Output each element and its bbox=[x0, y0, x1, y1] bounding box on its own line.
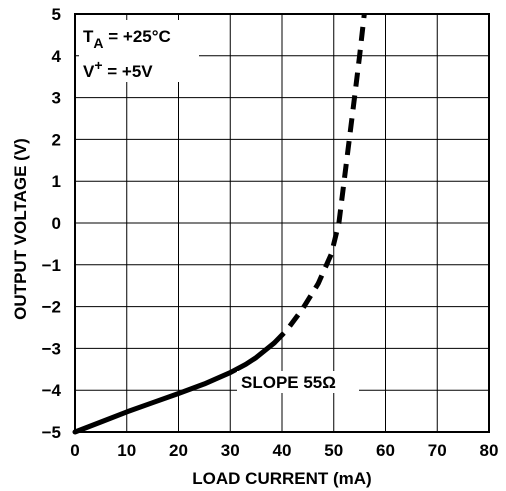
x-tick-label: 70 bbox=[428, 441, 447, 460]
y-tick-label: −4 bbox=[42, 381, 62, 400]
y-tick-label: 2 bbox=[52, 130, 61, 149]
x-tick-label: 60 bbox=[376, 441, 395, 460]
y-tick-label: 0 bbox=[52, 214, 61, 233]
x-tick-labels: 0 10 20 30 40 50 60 70 80 bbox=[70, 441, 498, 460]
y-tick-label: −1 bbox=[42, 256, 61, 275]
grid bbox=[75, 14, 489, 432]
y-tick-label: 4 bbox=[52, 47, 62, 66]
y-tick-label: 3 bbox=[52, 89, 61, 108]
annotation-background-slope bbox=[237, 371, 359, 393]
y-axis-label: OUTPUT VOLTAGE (V) bbox=[11, 138, 30, 320]
series-line-dashed bbox=[272, 13, 367, 345]
y-tick-label: 5 bbox=[52, 5, 61, 24]
y-tick-label: −3 bbox=[42, 339, 61, 358]
series-group bbox=[72, 13, 367, 435]
annotation-temperature-subscript: A bbox=[93, 35, 103, 51]
x-tick-label: 10 bbox=[117, 441, 136, 460]
x-tick-label: 30 bbox=[221, 441, 240, 460]
series-line-solid bbox=[72, 340, 277, 435]
x-tick-label: 20 bbox=[169, 441, 188, 460]
x-tick-label: 50 bbox=[324, 441, 343, 460]
y-tick-label: −5 bbox=[42, 423, 61, 442]
annotation-supply-voltage: V+ = +5V bbox=[83, 57, 153, 81]
annotation-voltage-symbol: V bbox=[83, 62, 95, 81]
annotation-temperature-value: = +25°C bbox=[104, 27, 171, 46]
x-axis-label: LOAD CURRENT (mA) bbox=[192, 469, 371, 488]
annotation-voltage-value: = +5V bbox=[103, 62, 154, 81]
x-tick-label: 40 bbox=[273, 441, 292, 460]
plot-frame bbox=[74, 13, 490, 433]
annotation-temperature-symbol: T bbox=[83, 27, 94, 46]
annotation-slope: SLOPE 55Ω bbox=[241, 373, 336, 392]
annotation-temperature: TA = +25°C bbox=[83, 27, 171, 51]
y-tick-label: −2 bbox=[42, 298, 61, 317]
x-tick-label: 80 bbox=[480, 441, 499, 460]
y-tick-labels: 5 4 3 2 1 0 −1 −2 −3 −4 −5 bbox=[42, 5, 62, 442]
y-tick-label: 1 bbox=[52, 172, 61, 191]
annotation-background-conditions bbox=[79, 20, 199, 82]
x-tick-label: 0 bbox=[70, 441, 79, 460]
annotation-voltage-superscript: + bbox=[94, 57, 102, 73]
